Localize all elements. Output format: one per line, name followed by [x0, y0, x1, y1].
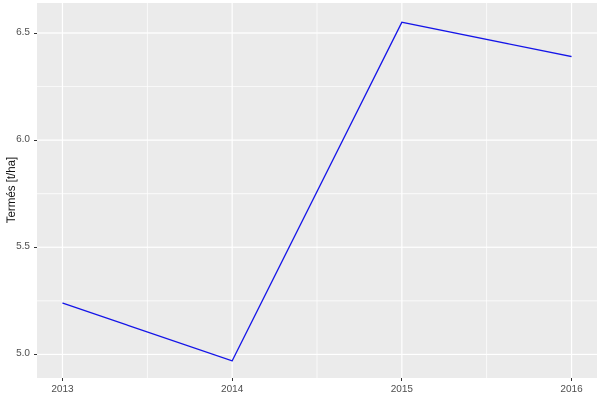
x-tick-mark: [61, 378, 63, 381]
y-tick-label: 5.5: [16, 241, 30, 253]
data-line-termes: [62, 21, 572, 362]
y-tick-label: 6.5: [16, 27, 30, 38]
x-tick-mark: [231, 378, 233, 381]
x-tick-label: 2013: [51, 384, 74, 395]
x-tick-label: 2016: [560, 384, 583, 395]
y-axis-title: Termés [t/ha]: [6, 156, 18, 224]
x-tick-mark: [401, 378, 403, 381]
y-tick-label: 6.0: [16, 134, 30, 146]
x-tick-label: 2014: [221, 384, 244, 395]
x-tick-label: 2015: [390, 384, 413, 395]
x-tick-mark: [571, 378, 573, 381]
plot-panel: [37, 3, 597, 378]
line-series-svg: [37, 3, 597, 378]
y-tick-label: 5.0: [16, 348, 30, 360]
